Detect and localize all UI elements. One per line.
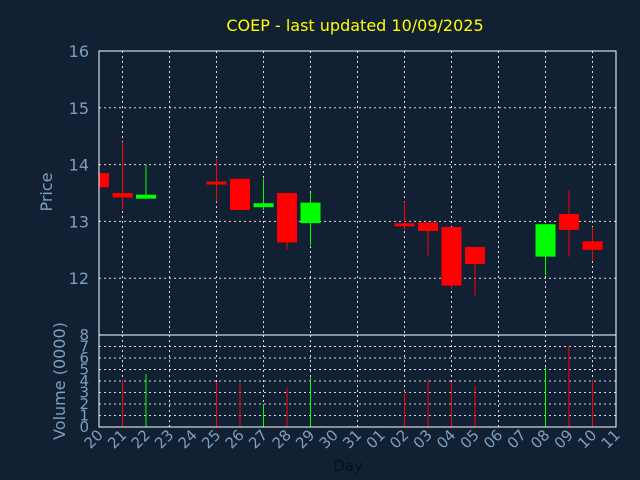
candlestick bbox=[98, 173, 109, 188]
candle-body bbox=[465, 246, 485, 264]
candle-body bbox=[418, 222, 438, 232]
price-y-tick-label: 16 bbox=[69, 42, 89, 61]
price-y-tick-labels: 12 13 14 15 16 bbox=[69, 42, 89, 288]
candlestick bbox=[441, 227, 462, 290]
candle-body bbox=[99, 173, 109, 188]
volume-y-tick-label: 6 bbox=[79, 349, 89, 367]
candlestick bbox=[418, 222, 438, 256]
candle-body bbox=[559, 214, 579, 230]
volume-y-tick-label: 5 bbox=[79, 361, 89, 379]
price-y-tick-label: 12 bbox=[69, 269, 89, 288]
volume-y-tick-label: 8 bbox=[79, 326, 89, 344]
volume-y-tick-label: 1 bbox=[79, 407, 89, 425]
candlestick bbox=[253, 178, 274, 211]
volume-y-tick-label: 0 bbox=[79, 418, 89, 436]
candlestick bbox=[206, 158, 227, 202]
candlestick bbox=[230, 178, 250, 211]
candle-body bbox=[277, 193, 297, 243]
volume-y-tick-label: 2 bbox=[79, 395, 89, 413]
candlestick-series bbox=[98, 141, 603, 296]
volume-y-tick-label: 4 bbox=[79, 372, 89, 390]
price-y-tick-label: 14 bbox=[69, 156, 89, 175]
price-y-axis-label: Price bbox=[37, 172, 56, 211]
candlestick bbox=[136, 164, 156, 199]
volume-y-axis-label: Volume (0000) bbox=[50, 322, 69, 440]
candlestick bbox=[535, 224, 556, 276]
candlestick bbox=[582, 227, 603, 262]
candle-body bbox=[136, 194, 156, 199]
volume-y-tick-label: 7 bbox=[79, 338, 89, 356]
candle-body bbox=[112, 193, 133, 198]
candle-body bbox=[441, 227, 462, 286]
volume-plot-frame bbox=[98, 334, 617, 428]
chart-title: COEP - last updated 10/09/2025 bbox=[226, 16, 483, 35]
candle-body bbox=[535, 224, 556, 257]
candlestick bbox=[394, 201, 415, 230]
volume-bar-series bbox=[122, 345, 593, 427]
candlestick bbox=[112, 141, 133, 211]
candlestick bbox=[465, 246, 485, 296]
candle-body bbox=[582, 241, 603, 250]
volume-y-tick-label: 3 bbox=[79, 384, 89, 402]
candle-body bbox=[253, 203, 274, 208]
price-y-tick-label: 13 bbox=[69, 212, 89, 231]
candlestick bbox=[277, 193, 297, 250]
candle-body bbox=[206, 181, 227, 185]
candle-body bbox=[394, 223, 415, 227]
candle-body bbox=[230, 178, 250, 211]
candle-body bbox=[300, 202, 321, 224]
price-y-tick-label: 15 bbox=[69, 99, 89, 118]
candlestick bbox=[300, 193, 321, 246]
x-tick-labels: 2021222324252627282930310102030405060708… bbox=[81, 426, 624, 452]
candlestick bbox=[559, 190, 579, 257]
x-axis-label: Day bbox=[333, 457, 363, 475]
